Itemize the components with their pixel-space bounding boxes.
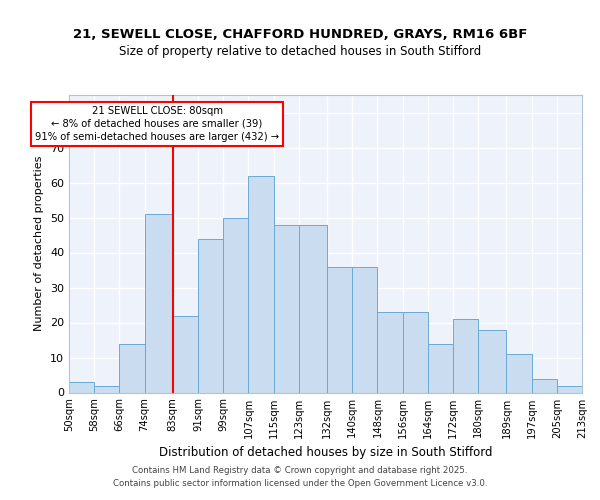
Bar bbox=[248, 176, 274, 392]
Bar bbox=[557, 386, 582, 392]
Bar bbox=[69, 382, 94, 392]
Text: Contains HM Land Registry data © Crown copyright and database right 2025.
Contai: Contains HM Land Registry data © Crown c… bbox=[113, 466, 487, 487]
Bar bbox=[198, 238, 223, 392]
Bar bbox=[173, 316, 198, 392]
X-axis label: Distribution of detached houses by size in South Stifford: Distribution of detached houses by size … bbox=[159, 446, 492, 459]
Bar bbox=[403, 312, 428, 392]
Bar bbox=[478, 330, 506, 392]
Bar bbox=[119, 344, 145, 392]
Bar bbox=[453, 319, 478, 392]
Text: 21 SEWELL CLOSE: 80sqm
← 8% of detached houses are smaller (39)
91% of semi-deta: 21 SEWELL CLOSE: 80sqm ← 8% of detached … bbox=[35, 106, 279, 142]
Bar bbox=[327, 266, 352, 392]
Text: 21, SEWELL CLOSE, CHAFFORD HUNDRED, GRAYS, RM16 6BF: 21, SEWELL CLOSE, CHAFFORD HUNDRED, GRAY… bbox=[73, 28, 527, 40]
Text: Size of property relative to detached houses in South Stifford: Size of property relative to detached ho… bbox=[119, 45, 481, 58]
Bar bbox=[377, 312, 403, 392]
Bar bbox=[428, 344, 453, 392]
Bar bbox=[94, 386, 119, 392]
Bar bbox=[352, 266, 377, 392]
Bar bbox=[223, 218, 248, 392]
Bar bbox=[299, 224, 327, 392]
Bar bbox=[145, 214, 173, 392]
Bar bbox=[274, 224, 299, 392]
Y-axis label: Number of detached properties: Number of detached properties bbox=[34, 156, 44, 332]
Bar bbox=[532, 378, 557, 392]
Bar bbox=[506, 354, 532, 393]
